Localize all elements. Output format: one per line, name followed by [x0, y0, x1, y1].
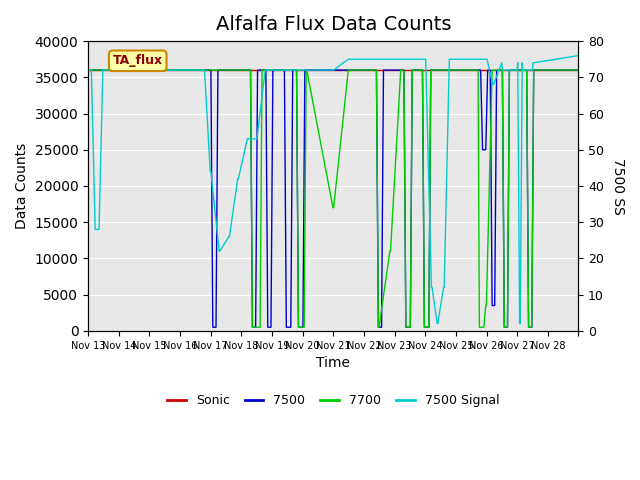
Y-axis label: Data Counts: Data Counts [15, 143, 29, 229]
Title: Alfalfa Flux Data Counts: Alfalfa Flux Data Counts [216, 15, 451, 34]
Y-axis label: 7500 SS: 7500 SS [611, 157, 625, 215]
X-axis label: Time: Time [316, 356, 350, 370]
Legend: Sonic, 7500, 7700, 7500 Signal: Sonic, 7500, 7700, 7500 Signal [162, 389, 504, 412]
Text: TA_flux: TA_flux [113, 54, 163, 67]
